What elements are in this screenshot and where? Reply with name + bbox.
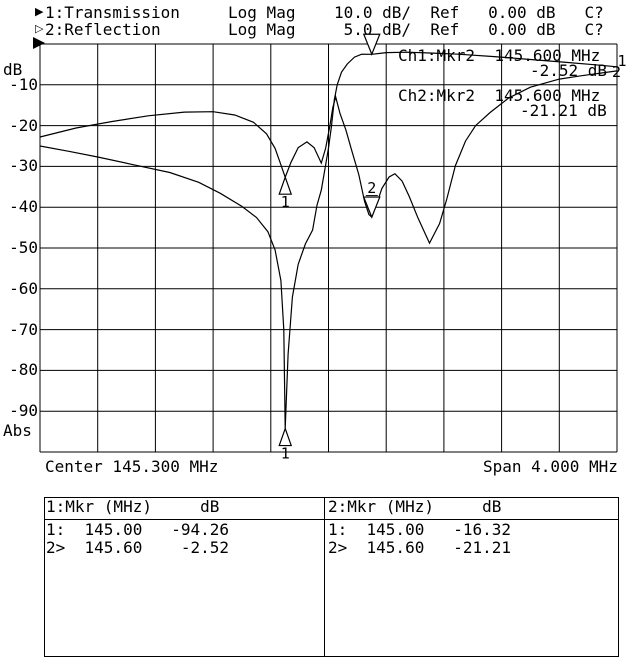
marker-table-header-rule	[44, 519, 619, 520]
y-tick-label: -60	[9, 278, 38, 298]
y-tick-label: -70	[9, 319, 38, 339]
ch2-measurement-line: 2:Reflection Log Mag 5.0 dB/ Ref 0.00 dB…	[45, 20, 604, 39]
ch1-active-arrow-icon: ▶	[35, 5, 44, 18]
y-axis-abs-label: Abs	[3, 421, 32, 440]
y-tick-label: -50	[9, 238, 38, 257]
trace-exit-label-2: 2	[612, 63, 621, 81]
y-tick-label: -90	[9, 401, 38, 421]
marker-table-ch2-header: 2:Mkr (MHz) dB	[328, 497, 502, 516]
span-frequency-label: Span 4.000 MHz	[483, 457, 618, 476]
marker-2-ch2: 2	[362, 179, 381, 219]
y-tick-label: -80	[9, 360, 38, 380]
ch1-measurement-line: 1:Transmission Log Mag 10.0 dB/ Ref 0.00…	[45, 3, 604, 22]
trace-exit-label-1: 1	[618, 52, 627, 70]
y-axis-unit-label: dB	[3, 60, 23, 79]
ch1-marker-readout-value: -2.52 dB	[530, 61, 608, 80]
marker-table-ch2-row2: 2> 145.60 -21.21	[328, 538, 512, 557]
marker-1-ch1: 1	[278, 426, 293, 463]
y-tick-label: -40	[9, 197, 38, 217]
svg-text:1: 1	[281, 445, 290, 463]
y-tick-label: -10	[9, 74, 38, 94]
y-tick-label: -30	[9, 156, 38, 176]
marker-table-ch1-row2: 2> 145.60 -2.52	[46, 538, 230, 557]
ch2-inactive-arrow-icon: ▷	[35, 22, 44, 35]
marker-table-divider	[324, 497, 325, 657]
center-frequency-label: Center 145.300 MHz	[45, 457, 219, 476]
svg-text:1: 1	[281, 193, 290, 211]
ref-level-arrow-icon	[33, 37, 45, 49]
marker-1-ch2: 1	[278, 175, 293, 211]
y-tick-label: -20	[9, 115, 38, 135]
ch2-marker-readout-value: -21.21 dB	[520, 101, 607, 120]
marker-table	[44, 497, 619, 657]
svg-text:2: 2	[367, 179, 376, 197]
marker-table-ch2-row1: 1: 145.00 -16.32	[328, 520, 512, 539]
marker-table-ch1-row1: 1: 145.00 -94.26	[46, 520, 230, 539]
marker-table-ch1-header: 1:Mkr (MHz) dB	[46, 497, 220, 516]
